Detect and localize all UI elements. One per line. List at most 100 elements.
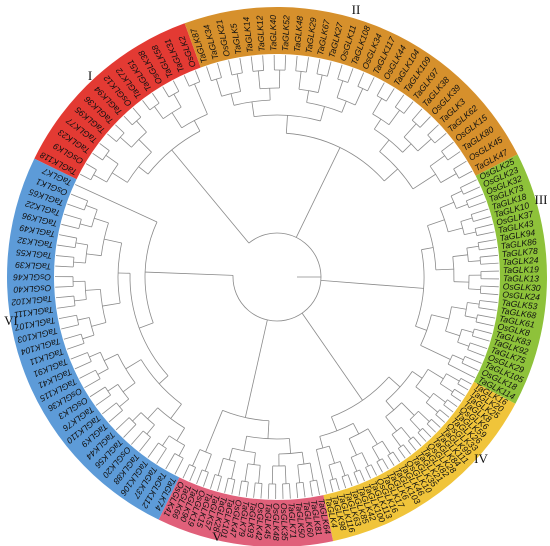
tree-branch — [463, 186, 481, 195]
tree-branch — [158, 442, 167, 449]
leaf-label: OsGLK30 — [503, 281, 541, 293]
tree-branch — [111, 172, 128, 183]
tree-branch — [131, 430, 144, 445]
tree-branch — [298, 88, 319, 93]
tree-branch — [84, 378, 101, 389]
tree-branch — [284, 55, 287, 71]
tree-branch — [139, 322, 154, 329]
tree-branch — [394, 94, 405, 108]
tree-branch — [415, 325, 427, 331]
tree-branch — [301, 452, 305, 465]
tree-branch — [422, 428, 432, 438]
tree-branch — [306, 102, 343, 113]
tree-branch — [223, 457, 236, 462]
leaf-label: TaGLK14 — [241, 16, 255, 53]
tree-branch — [171, 149, 250, 244]
tree-branch — [174, 453, 184, 459]
tree-branch — [461, 328, 474, 333]
tree-branch — [305, 57, 309, 73]
tree-branch — [224, 478, 229, 493]
tree-branch — [214, 474, 222, 477]
tree-branch — [232, 232, 322, 322]
tree-branch — [138, 166, 149, 175]
tree-branch — [284, 465, 287, 484]
tree-branch — [418, 410, 430, 422]
tree-branch — [397, 448, 406, 459]
tree-branch — [205, 410, 223, 453]
tree-branch — [409, 410, 419, 420]
leaf-label: TaGLK24 — [502, 255, 539, 267]
tree-branch — [74, 361, 92, 370]
tree-branch — [336, 80, 344, 98]
tree-branch — [70, 193, 88, 202]
tree-branch — [460, 221, 465, 235]
tree-branch — [365, 467, 371, 479]
tree-branch — [357, 86, 368, 92]
tree-branch — [439, 201, 454, 209]
leaf-label: TaGLK52 — [280, 15, 291, 52]
tree-branch — [450, 195, 457, 209]
leaf-label: TaGLK79 — [237, 500, 252, 537]
tree-branch — [127, 151, 152, 183]
tree-branch — [115, 417, 130, 431]
tree-branch — [136, 120, 147, 133]
tree-branch — [56, 255, 74, 258]
tree-branch — [85, 205, 98, 210]
tree-branch — [176, 427, 185, 441]
tree-branch — [367, 77, 375, 92]
clade-label-III: III — [535, 192, 548, 207]
leaf-label: TaGLK93 — [245, 501, 259, 538]
leaf-label: TaGLK12 — [254, 15, 266, 52]
tree-branch — [295, 483, 299, 499]
tree-branch — [435, 409, 441, 415]
tree-branch — [448, 227, 463, 233]
tree-branch — [426, 423, 436, 433]
tree-branch — [221, 91, 241, 97]
leaf-label: OsGLK42 — [254, 502, 267, 541]
clade-label-II: II — [352, 2, 361, 17]
tree-branch — [392, 451, 401, 463]
clade-band-V — [158, 477, 334, 546]
tree-branch — [474, 328, 492, 334]
tree-branch — [201, 469, 209, 473]
tree-branch — [466, 248, 469, 262]
tree-branch — [441, 141, 454, 152]
tree-branch — [232, 447, 256, 454]
tree-branch — [347, 68, 354, 83]
tree-branch — [100, 222, 109, 256]
tree-branch — [174, 457, 184, 475]
tree-branch — [149, 102, 160, 111]
tree-branch — [475, 321, 494, 327]
tree-branch — [479, 254, 498, 258]
tree-branch — [142, 430, 151, 438]
tree-branch — [453, 160, 467, 170]
tree-branch — [104, 238, 122, 244]
tree-branch — [147, 407, 159, 420]
tree-branch — [245, 481, 249, 497]
tree-branch — [412, 436, 422, 447]
tree-branch — [57, 305, 76, 309]
tree-branch — [231, 479, 236, 495]
tree-branch — [411, 108, 423, 121]
tree-branch — [178, 445, 186, 457]
tree-branch — [295, 147, 341, 238]
tree-branch — [251, 101, 255, 117]
tree-branch — [331, 416, 338, 431]
leaf-label: TaGLK40 — [268, 15, 278, 51]
tree-branch — [403, 123, 417, 138]
tree-branch — [85, 244, 89, 264]
tree-branch — [473, 216, 491, 222]
leaf-label: OsGLK48 — [271, 503, 281, 541]
tree-branch — [142, 100, 151, 111]
tree-branch — [140, 412, 155, 426]
tree-branch — [419, 116, 431, 128]
tree-branch — [309, 463, 314, 481]
tree-branch — [320, 106, 325, 122]
tree-branch — [460, 217, 473, 222]
leaf-label: TaGLK53 — [501, 297, 538, 311]
tree-branch — [381, 458, 389, 470]
tree-branch — [403, 444, 411, 455]
tree-branch — [316, 480, 320, 495]
tree-branch — [125, 359, 142, 370]
tree-branch — [116, 402, 123, 411]
